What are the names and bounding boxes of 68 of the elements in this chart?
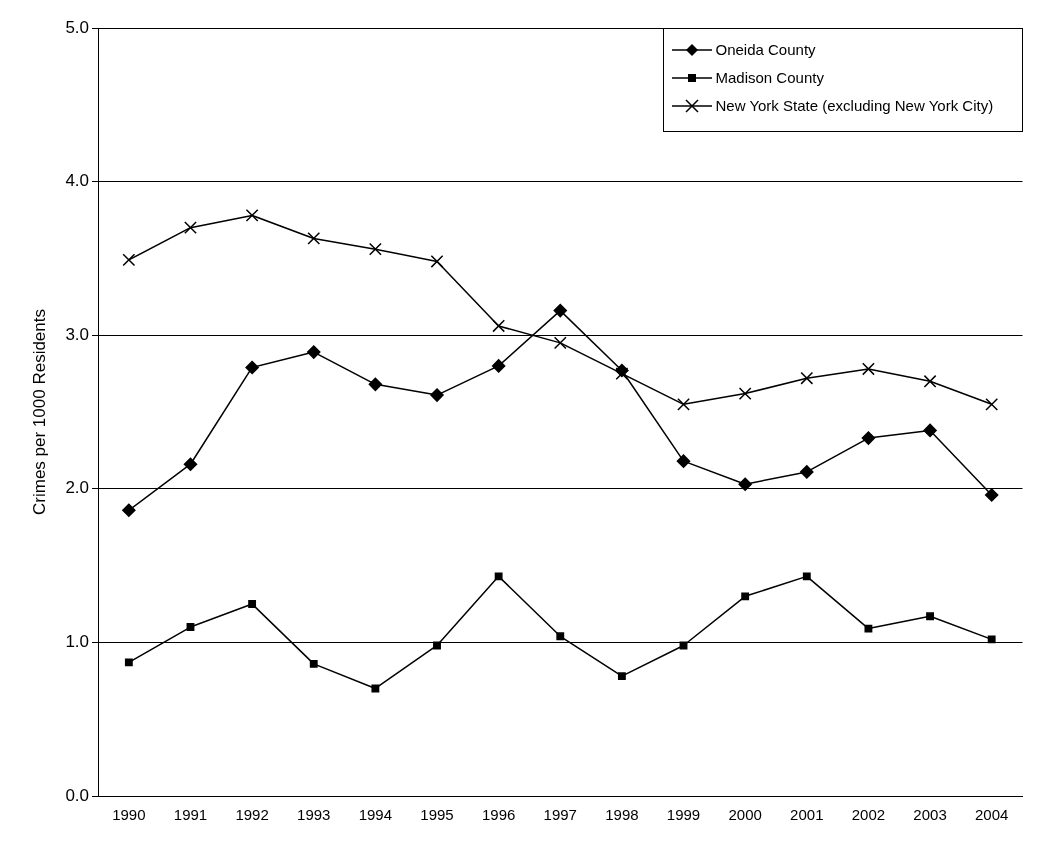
x-tick-label: 1993 (297, 806, 331, 824)
point (553, 303, 568, 318)
point (491, 359, 506, 373)
point (676, 454, 691, 468)
y-tick-label: 5.0 (65, 17, 90, 37)
point (987, 635, 996, 644)
point (248, 600, 257, 608)
point (371, 684, 380, 693)
point (307, 232, 321, 245)
x-tick-label: 1996 (481, 806, 516, 824)
point (738, 387, 752, 400)
point (122, 503, 136, 518)
legend-label: New York State (excluding New York City) (715, 97, 994, 115)
legend-label: Oneida County (715, 41, 816, 59)
point (433, 641, 441, 650)
x-tick-label: 1998 (605, 806, 639, 824)
point (923, 374, 937, 388)
point (800, 371, 814, 385)
point (864, 624, 873, 633)
x-tick-label: 2001 (790, 806, 824, 824)
point (553, 336, 567, 350)
point (926, 612, 934, 621)
x-tick-label: 1991 (173, 806, 208, 824)
x-tick-label: 2002 (851, 806, 886, 824)
point (985, 397, 999, 411)
y-tick-label: 3.0 (65, 324, 90, 344)
point (615, 363, 629, 378)
point (800, 465, 814, 479)
point (677, 397, 690, 411)
x-tick-label: 1990 (112, 806, 146, 824)
x-tick-label: 1997 (543, 806, 577, 824)
y-tick-label: 0.0 (65, 785, 90, 805)
x-tick-label: 1999 (666, 806, 701, 824)
point (186, 623, 195, 631)
y-tick-label: 1.0 (65, 632, 90, 652)
point (492, 319, 506, 333)
point (923, 423, 937, 438)
point (430, 255, 444, 268)
point (245, 360, 259, 375)
point (368, 242, 382, 256)
point (124, 658, 133, 667)
x-tick-label: 2003 (913, 806, 947, 824)
point (738, 477, 752, 491)
point (368, 377, 383, 392)
point (862, 362, 875, 376)
y-axis-title: Crimes per 1000 Residents (29, 309, 49, 515)
x-tick-label: 1995 (420, 806, 454, 824)
point (984, 488, 999, 502)
x-tick-label: 2004 (975, 806, 1009, 824)
point (183, 457, 198, 471)
y-tick-label: 4.0 (65, 171, 90, 191)
point (494, 572, 503, 581)
point (617, 672, 626, 681)
point (245, 208, 259, 222)
x-tick-label: 2000 (728, 806, 762, 824)
x-tick-label: 1992 (235, 806, 269, 824)
point (861, 431, 876, 445)
legend-label: Madison County (715, 69, 824, 87)
y-tick-label: 2.0 (65, 478, 90, 498)
point (184, 221, 197, 235)
x-tick-label: 1994 (358, 806, 393, 824)
point (430, 388, 444, 402)
point (309, 659, 318, 668)
point (306, 345, 321, 359)
point (802, 572, 811, 581)
point (122, 253, 136, 267)
point (741, 592, 750, 601)
point (556, 632, 565, 641)
